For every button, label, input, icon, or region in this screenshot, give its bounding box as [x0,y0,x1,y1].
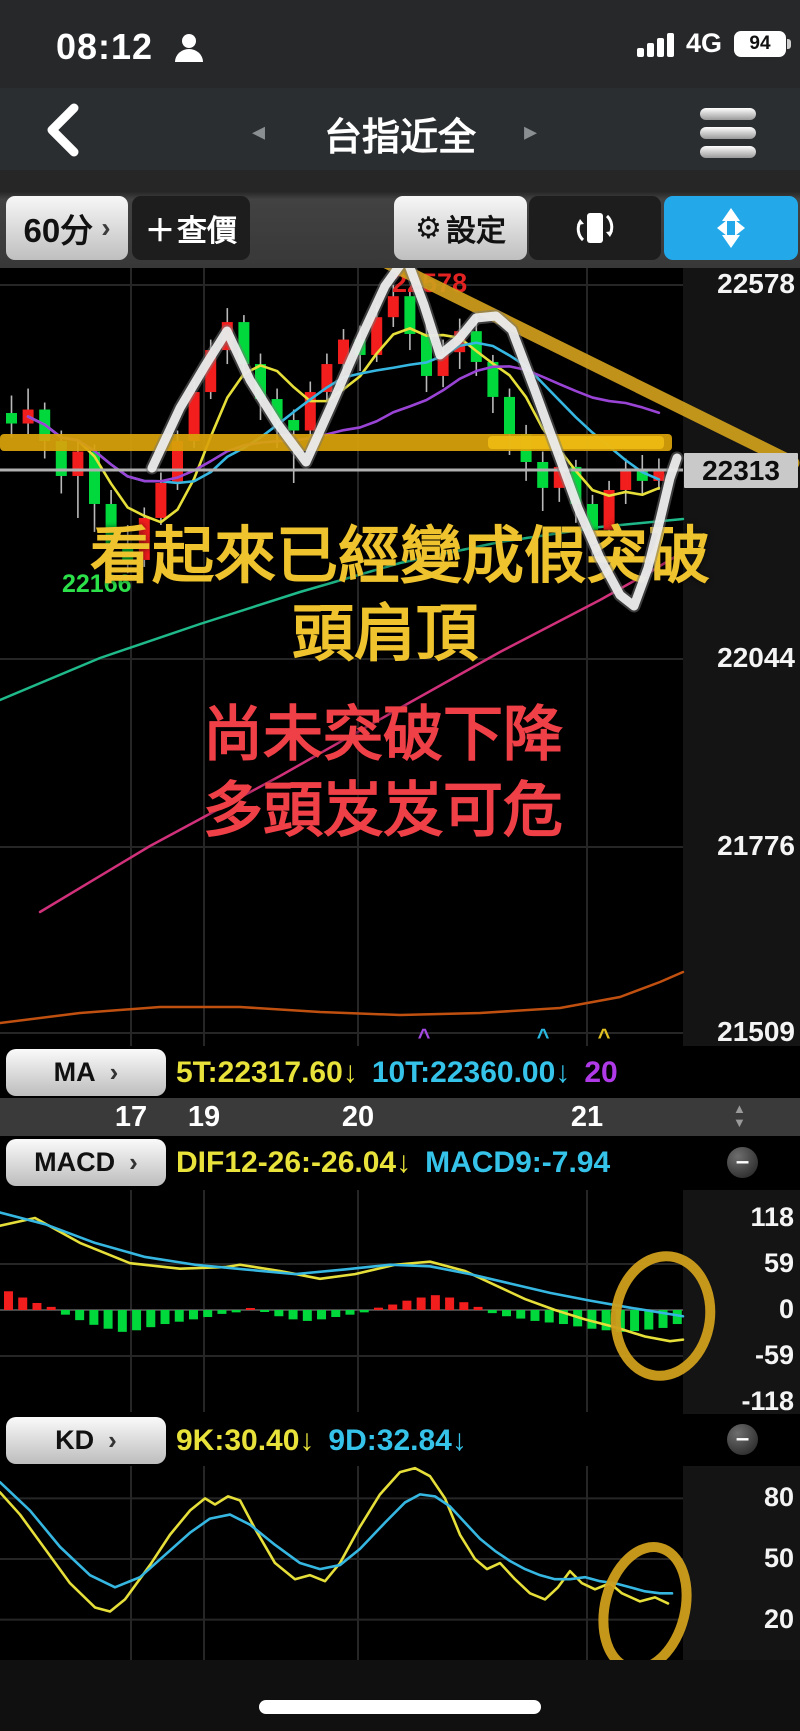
indicator-axis-label: 50 [763,1543,794,1573]
gear-icon: ⚙ [415,211,442,245]
fullscreen-button[interactable] [664,196,798,260]
status-bar: 08:12 4G 94 [0,0,800,88]
macd9-value: MACD9:-7.94 [425,1145,611,1179]
next-symbol-icon[interactable]: ▸ [524,116,538,146]
rotate-icon [576,213,614,243]
chevron-right-icon: › [108,1425,117,1455]
menu-icon[interactable] [700,108,756,165]
battery-icon: 94 [734,30,791,57]
x-axis-strip: 17 19 20 21 ▲ ▼ [0,1098,800,1136]
user-icon [175,34,203,62]
toolbar: 60分 › ＋ 查價 ⚙ 設定 [0,170,800,268]
chevron-right-icon: › [101,212,111,243]
ma10-value: 10T:22360.00↓ [371,1055,571,1089]
annotation-red-2: 多頭岌岌可危 [203,777,563,844]
price-axis-label: 21776 [717,830,795,861]
settings-label: 設定 [445,215,506,248]
timeframe-button[interactable]: 60分 › [6,196,128,260]
macd-label: MACD [34,1147,116,1177]
kd-indicator-button[interactable]: KD › [6,1417,166,1464]
dif-value: DIF12-26:-26.04↓ [176,1145,412,1179]
annotation-yellow-1: 看起來已經變成假突破 [89,522,710,591]
indicator-axis-label: 80 [763,1482,794,1513]
x-axis-label: 17 [114,1101,148,1133]
collapse-macd-button[interactable]: – [727,1147,758,1178]
prev-symbol-icon[interactable]: ◂ [252,116,266,146]
svg-text:^: ^ [418,1024,431,1046]
x-axis-label: 20 [341,1101,375,1133]
ma-row: MA › 5T:22317.60↓ 10T:22360.00↓ 20 [0,1046,800,1098]
query-price-button[interactable]: ＋ 查價 [132,196,250,260]
indicator-axis-label: 59 [763,1247,794,1278]
kd-label: KD [55,1425,95,1455]
plus-icon: ＋ [145,215,175,248]
collapse-kd-button[interactable]: – [727,1424,758,1455]
bottom-area [0,1660,800,1731]
current-price-badge: 22313 [684,453,798,488]
low-price-label: 22166 [62,570,132,598]
query-price-label: 查價 [177,215,237,248]
symbol-title: 台指近全 [323,117,476,159]
x-axis-label: 21 [570,1101,604,1133]
svg-text:^: ^ [537,1024,550,1046]
clock: 08:12 [56,26,154,67]
nav-bar: ◂ 台指近全 ▸ [0,88,800,170]
price-axis-label: 22578 [717,268,795,299]
x-axis-label: 19 [187,1101,221,1133]
k-value: 9K:30.40↓ [176,1423,315,1457]
chevron-right-icon: › [129,1147,138,1177]
home-indicator[interactable] [259,1700,541,1714]
indicator-axis-label: 20 [763,1603,794,1634]
ma5-value: 5T:22317.60↓ [176,1055,358,1089]
svg-text:^: ^ [598,1024,611,1046]
kd-chart-canvas[interactable] [0,1466,800,1660]
ma-indicator-button[interactable]: MA › [6,1049,166,1096]
price-axis-label: 21509 [717,1016,795,1047]
indicator-axis-label: 0 [778,1294,794,1324]
macd-row: MACD › DIF12-26:-26.04↓ MACD9:-7.94 – [0,1136,800,1190]
back-icon[interactable] [42,102,86,158]
macd-indicator-button[interactable]: MACD › [6,1139,166,1186]
high-price-label: 22578 [392,268,468,298]
rotate-screen-button[interactable] [529,196,661,260]
annotation-red-1: 尚未突破下降 [203,701,563,768]
chevron-right-icon: › [109,1057,119,1087]
ma20-value: 20 [584,1055,618,1089]
indicator-axis-label: -118 [741,1386,794,1417]
timeframe-label: 60分 [23,212,94,249]
zoom-stepper[interactable]: ▲ ▼ [733,1101,746,1130]
kd-row: KD › 9K:30.40↓ 9D:32.84↓ – [0,1414,800,1466]
settings-button[interactable]: ⚙ 設定 [394,196,527,260]
d-value: 9D:32.84↓ [328,1423,467,1457]
ma-label: MA [53,1057,96,1087]
network-type: 4G [685,28,722,58]
indicator-axis-label: 118 [750,1201,794,1232]
indicator-axis-label: -59 [754,1340,794,1371]
move-arrows-icon [717,208,745,248]
signal-icon [636,31,674,57]
price-axis-label: 22044 [717,642,795,673]
